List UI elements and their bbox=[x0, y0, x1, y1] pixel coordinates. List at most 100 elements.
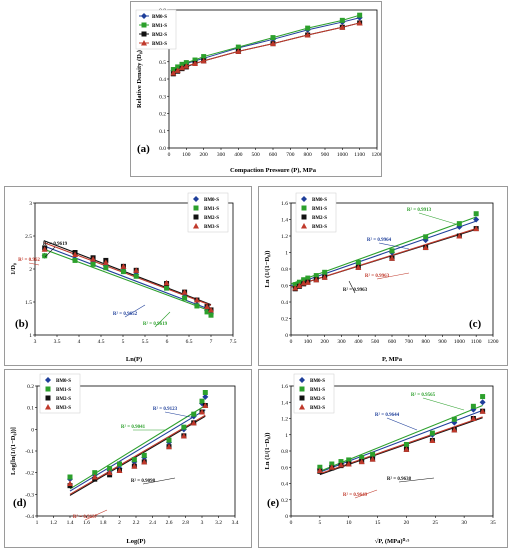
point-a-BM3-S-6 bbox=[235, 48, 242, 54]
legend-label-b-1: BM1-S bbox=[204, 207, 219, 212]
legend-label-a-0: BM0-S bbox=[152, 15, 167, 20]
x-tick-label-a-6: 600 bbox=[269, 152, 278, 158]
point-a-BM3-S-5 bbox=[200, 57, 207, 64]
point-d-BM3-S-1 bbox=[91, 474, 98, 480]
chart-e: 0 5 10 15 20 25 30 35 0 0.2 0.4 0.6 0.8 1 1.2 1.4 1.6 √P,… bbox=[264, 373, 496, 545]
legend-marker-e-0 bbox=[299, 377, 305, 383]
legend-marker-d-1 bbox=[45, 386, 51, 392]
x-tick-label-a-9: 900 bbox=[321, 152, 330, 158]
annotation-leader-c-3 bbox=[348, 280, 356, 294]
x-tick-label-c-2: 200 bbox=[321, 339, 330, 345]
x-tick-label-b-4: 5 bbox=[122, 339, 125, 345]
point-d-BM0-S-10 bbox=[202, 393, 209, 400]
point-c-BM1-S-10 bbox=[473, 211, 479, 217]
legend-label-d-0: BM0-S bbox=[56, 379, 71, 384]
annotation-leader-d-2 bbox=[142, 477, 176, 485]
legend-marker-e-1 bbox=[299, 386, 305, 392]
point-c-BM1-S-9 bbox=[456, 221, 462, 227]
y-tick-label-e-1: 0.2 bbox=[281, 498, 288, 504]
annotation-c-0: R² = 0.9913 bbox=[407, 207, 432, 213]
y-tick-label-d-6: 0.2 bbox=[27, 384, 34, 390]
fit-line-b-BM1-S bbox=[43, 248, 212, 312]
point-e-BM1-S-2 bbox=[338, 459, 344, 465]
x-tick-label-c-7: 700 bbox=[405, 339, 414, 345]
point-e-BM3-S-6 bbox=[403, 446, 410, 452]
x-tick-label-c-6: 600 bbox=[388, 339, 397, 345]
x-tick-label-b-0: 3 bbox=[34, 339, 37, 345]
x-tick-label-d-8: 2.6 bbox=[166, 520, 173, 526]
point-e-BM1-S-4 bbox=[359, 455, 365, 460]
y-tick-label-b-3: 2.5 bbox=[25, 234, 32, 240]
point-d-BM3-S-4 bbox=[131, 463, 138, 469]
legend-marker-a-1 bbox=[141, 22, 147, 28]
point-d-BM3-S-5 bbox=[141, 458, 148, 465]
point-e-BM0-S-10 bbox=[479, 399, 486, 406]
x-tick-label-d-9: 2.8 bbox=[182, 520, 189, 526]
y-tick-label-e-8: 1.6 bbox=[281, 384, 288, 390]
chart-a: 0 100 200 300 400 500 600 700 800 900 1000 1100 120 0… bbox=[135, 8, 381, 174]
point-c-BM3-S-1 bbox=[296, 282, 303, 288]
legend-label-e-2: BM2-S bbox=[310, 397, 325, 402]
annotation-b-3: R² = 0.9619 bbox=[143, 321, 168, 327]
legend-marker-b-3 bbox=[193, 223, 199, 229]
x-tick-label-c-11: 1100 bbox=[471, 339, 482, 345]
y-tick-label-a-0: 0.0 bbox=[159, 146, 166, 152]
y-tick-label-c-7: 1.4 bbox=[281, 218, 288, 224]
y-tick-label-b-1: 1.5 bbox=[25, 300, 32, 306]
y-tick-label-c-6: 1.2 bbox=[281, 234, 288, 240]
x-tick-label-b-7: 6.5 bbox=[186, 339, 193, 345]
panel-a: 0 100 200 300 400 500 600 700 800 900 1000 1100 120 0… bbox=[130, 1, 382, 177]
legend-marker-b-1 bbox=[193, 205, 199, 211]
point-b-BM3-S-2 bbox=[90, 256, 97, 262]
annotation-e-1: R² = 0.9644 bbox=[375, 412, 400, 418]
point-d-BM1-S-1 bbox=[92, 470, 98, 476]
y-tick-label-e-4: 0.8 bbox=[281, 449, 288, 455]
legend-marker-a-3 bbox=[141, 40, 147, 46]
x-axis-label-b: Ln(P) bbox=[126, 356, 142, 363]
x-tick-label-d-0: 1 bbox=[36, 520, 39, 526]
point-c-BM1-S-2 bbox=[301, 277, 307, 283]
point-e-BM1-S-3 bbox=[346, 457, 352, 463]
legend-label-d-1: BM1-S bbox=[56, 388, 71, 393]
point-a-BM1-S-7 bbox=[270, 35, 276, 41]
x-tick-label-e-4: 20 bbox=[404, 520, 410, 526]
fit-line-e-BM0-S bbox=[319, 409, 483, 473]
annotation-b-0: R² = 0.9619 bbox=[43, 241, 68, 247]
point-a-BM3-S-8 bbox=[304, 32, 311, 38]
point-c-BM1-S-3 bbox=[305, 275, 311, 281]
annotation-leader-b-2 bbox=[124, 304, 146, 318]
y-tick-label-c-0: 0 bbox=[285, 333, 288, 339]
y-tick-label-c-4: 0.8 bbox=[281, 267, 288, 273]
point-d-BM1-S-0 bbox=[67, 474, 73, 480]
annotation-b-1: R² = 0.962 bbox=[18, 257, 40, 263]
y-tick-label-d-1: -0.3 bbox=[25, 492, 34, 498]
annotation-e-2: R² = 0.9638 bbox=[387, 476, 412, 482]
point-c-BM1-S-4 bbox=[313, 273, 319, 279]
point-b-BM1-S-7 bbox=[182, 295, 188, 301]
point-b-BM1-S-1 bbox=[72, 257, 78, 263]
point-b-BM3-S-6 bbox=[163, 279, 170, 286]
legend-marker-c-3 bbox=[301, 223, 307, 229]
point-b-BM3-S-3 bbox=[102, 259, 109, 265]
point-c-BM0-S-10 bbox=[473, 216, 480, 223]
point-e-BM1-S-0 bbox=[317, 464, 323, 470]
point-d-BM1-S-5 bbox=[141, 452, 147, 458]
panel-b: 3 3.5 4 4.5 5 5.5 6 6.5 7 7.5 1 1.5 2 2.5 3 Ln(P) 1/D₀ R²… bbox=[4, 186, 252, 366]
x-tick-label-c-9: 900 bbox=[438, 339, 447, 345]
point-c-BM3-S-6 bbox=[355, 264, 362, 270]
x-tick-label-b-2: 4 bbox=[78, 339, 81, 345]
legend-marker-d-3 bbox=[45, 404, 51, 410]
x-tick-label-b-6: 6 bbox=[166, 339, 169, 345]
point-a-BM3-S-7 bbox=[270, 40, 276, 47]
legend-label-a-2: BM2-S bbox=[152, 33, 167, 38]
y-tick-label-b-2: 2 bbox=[29, 267, 32, 273]
y-tick-label-a-2: 0.2 bbox=[159, 112, 166, 118]
x-tick-label-c-1: 100 bbox=[304, 339, 313, 345]
point-c-BM3-S-0 bbox=[292, 284, 299, 291]
fit-line-b-BM2-S bbox=[43, 240, 212, 306]
annotation-leader-c-2 bbox=[376, 272, 410, 280]
x-tick-label-d-2: 1.4 bbox=[67, 520, 74, 526]
point-c-BM3-S-5 bbox=[321, 274, 328, 280]
x-tick-label-e-7: 35 bbox=[490, 520, 496, 526]
annotation-leader-c-0 bbox=[418, 212, 460, 226]
